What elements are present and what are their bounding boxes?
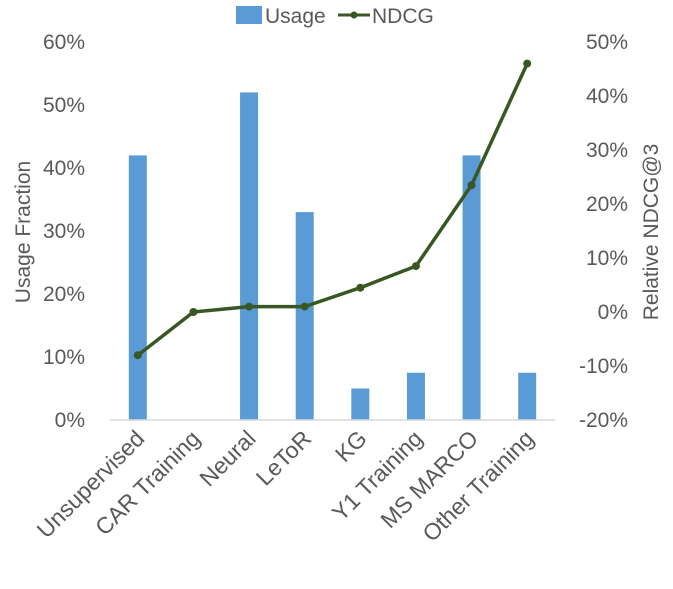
y-left-tick-label: 30% <box>43 220 85 243</box>
ndcg-line-series <box>133 59 532 360</box>
usage-bar <box>351 388 370 420</box>
x-category-label: LeToR <box>251 425 316 490</box>
y-right-tick-labels: -20% -10% 0% 10% 20% 30% 40% 50% <box>579 31 628 432</box>
y-right-tick-label: 50% <box>586 31 628 54</box>
usage-bars <box>128 92 537 421</box>
ndcg-marker <box>411 262 420 271</box>
legend-usage-label: Usage <box>265 5 326 28</box>
usage-bar <box>295 212 314 420</box>
usage-bar <box>462 155 481 420</box>
y-left-tick-label: 0% <box>55 409 85 432</box>
y-right-tick-label: 30% <box>586 139 628 162</box>
legend-ndcg-marker <box>350 11 358 19</box>
y-right-axis-title: Relative NDCG@3 <box>640 144 663 321</box>
y-left-axis-title: Usage Fraction <box>12 161 35 303</box>
y-left-tick-label: 50% <box>43 94 85 117</box>
x-category-label: Neural <box>194 425 260 491</box>
legend-usage-swatch <box>236 6 262 24</box>
usage-bar <box>128 155 147 420</box>
y-right-tick-label: -10% <box>579 355 628 378</box>
ndcg-marker <box>300 302 309 311</box>
ndcg-line <box>136 62 529 357</box>
usage-bar <box>240 92 259 421</box>
legend: Usage NDCG <box>236 5 434 28</box>
y-left-tick-labels: 0% 10% 20% 30% 40% 50% 60% <box>43 31 85 432</box>
y-right-tick-label: 10% <box>586 247 628 270</box>
y-right-tick-label: 0% <box>598 301 628 324</box>
usage-bar <box>406 372 425 420</box>
ndcg-marker <box>245 302 254 311</box>
usage-bar <box>518 372 537 420</box>
ndcg-marker <box>467 181 476 190</box>
ndcg-marker <box>523 59 532 68</box>
y-left-tick-label: 20% <box>43 283 85 306</box>
y-left-tick-label: 40% <box>43 157 85 180</box>
ndcg-marker <box>189 308 198 316</box>
y-right-tick-label: -20% <box>579 409 628 432</box>
x-category-label: KG <box>330 425 372 467</box>
y-left-tick-label: 10% <box>43 346 85 369</box>
y-right-tick-label: 40% <box>586 85 628 108</box>
y-left-tick-label: 60% <box>43 31 85 54</box>
ndcg-marker <box>133 351 142 360</box>
legend-ndcg-label: NDCG <box>372 5 434 28</box>
y-right-tick-label: 20% <box>586 193 628 216</box>
ndcg-marker <box>356 283 365 292</box>
